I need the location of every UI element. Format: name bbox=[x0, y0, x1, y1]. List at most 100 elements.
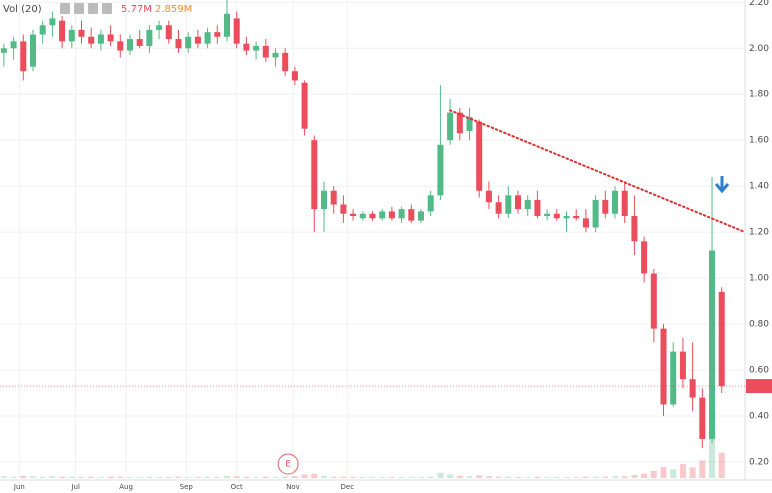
candle-body bbox=[524, 199, 531, 210]
candle-body bbox=[350, 213, 357, 217]
candle-body bbox=[515, 195, 522, 210]
candle-body bbox=[495, 202, 502, 214]
candle-body bbox=[272, 52, 279, 58]
volume-bar bbox=[126, 477, 133, 478]
volume-bar bbox=[20, 475, 27, 478]
volume-bar bbox=[49, 476, 56, 478]
candle-body bbox=[563, 216, 570, 219]
volume-bar bbox=[466, 476, 473, 478]
candle-body bbox=[29, 34, 36, 67]
button[interactable] bbox=[88, 3, 98, 14]
y-tick-label: 1.20 bbox=[749, 228, 769, 238]
candle-body bbox=[650, 273, 657, 329]
volume-bar bbox=[359, 477, 366, 478]
candle-body bbox=[78, 29, 85, 37]
volume-bar bbox=[272, 477, 279, 478]
y-tick-label: 2.20 bbox=[749, 0, 769, 8]
candle-body bbox=[437, 144, 444, 196]
y-tick-label: 1.80 bbox=[749, 90, 769, 100]
candle-body bbox=[291, 71, 298, 81]
volume-bar bbox=[165, 477, 172, 478]
volume-bar bbox=[621, 476, 628, 478]
candles bbox=[0, 0, 725, 449]
candle-body bbox=[582, 218, 589, 228]
candle-body bbox=[311, 140, 318, 210]
volume-bar bbox=[553, 477, 560, 478]
candle-body bbox=[631, 216, 638, 242]
x-tick-label: Sep bbox=[180, 483, 194, 491]
candle-body bbox=[476, 121, 483, 191]
volume-bar bbox=[282, 476, 289, 478]
volume-bar bbox=[107, 476, 114, 478]
button[interactable] bbox=[102, 3, 112, 14]
volume-bar bbox=[573, 477, 580, 478]
candle-body bbox=[612, 190, 619, 214]
volume-bar bbox=[582, 476, 589, 478]
volume-bar bbox=[156, 477, 163, 478]
candle-body bbox=[330, 190, 337, 205]
candle-body bbox=[204, 32, 211, 44]
button[interactable] bbox=[60, 3, 70, 14]
y-tick-label: 0.20 bbox=[749, 457, 769, 467]
x-tick-label: Oct bbox=[231, 483, 243, 491]
candle-body bbox=[97, 34, 104, 44]
x-tick-label: Aug bbox=[119, 483, 133, 491]
volume-bar bbox=[204, 476, 211, 478]
candle-body bbox=[214, 32, 221, 37]
volume-bar bbox=[262, 476, 269, 478]
y-tick-label: 1.00 bbox=[749, 274, 769, 284]
candle-body bbox=[126, 39, 133, 51]
volume-bar bbox=[524, 477, 531, 478]
volume-bar bbox=[330, 476, 337, 478]
volume-bar bbox=[340, 476, 347, 478]
volume-bar bbox=[495, 476, 502, 478]
volume-bar bbox=[718, 452, 725, 478]
candle-body bbox=[602, 199, 609, 214]
volume-bar bbox=[631, 474, 638, 478]
volume-bar bbox=[650, 471, 657, 478]
candle-body bbox=[689, 379, 696, 398]
candle-body bbox=[233, 18, 240, 44]
candle-body bbox=[49, 18, 56, 26]
candle-body bbox=[466, 117, 473, 131]
arrow-icon bbox=[714, 176, 730, 194]
volume-bar bbox=[117, 476, 124, 478]
candle-body bbox=[185, 36, 192, 49]
volume-bar bbox=[320, 475, 328, 478]
candle-body bbox=[505, 195, 512, 214]
candle-body bbox=[20, 41, 27, 72]
volume-bar bbox=[29, 476, 36, 478]
legend-buttons[interactable] bbox=[60, 3, 112, 14]
volume-bar bbox=[185, 477, 192, 478]
candle-body bbox=[39, 25, 46, 35]
volume-bar bbox=[97, 477, 104, 478]
volume-bar bbox=[679, 464, 686, 478]
volume-bar bbox=[641, 473, 648, 478]
candle-body bbox=[369, 213, 376, 219]
candle-body bbox=[388, 211, 395, 219]
volume-bar bbox=[388, 477, 395, 478]
candle-body bbox=[660, 328, 667, 405]
volume-bar bbox=[369, 477, 376, 478]
last-price-box bbox=[746, 379, 772, 394]
candle-body bbox=[573, 216, 580, 219]
candle-body bbox=[670, 351, 677, 405]
candle-body bbox=[59, 20, 66, 42]
candle-body bbox=[175, 39, 182, 49]
button[interactable] bbox=[74, 3, 84, 14]
y-tick-label: 2.00 bbox=[749, 44, 769, 54]
volume-bar bbox=[398, 477, 405, 478]
x-tick-label: Jul bbox=[70, 483, 80, 491]
candle-body bbox=[194, 36, 201, 44]
candle-body bbox=[165, 25, 172, 40]
overlay: E bbox=[0, 109, 772, 475]
volume-bar bbox=[592, 476, 599, 478]
volume-bar bbox=[88, 476, 95, 478]
volume-bar bbox=[485, 476, 492, 478]
y-tick-label: 1.40 bbox=[749, 182, 769, 192]
legend-volume: 5.77M bbox=[121, 4, 152, 15]
candle-body bbox=[709, 250, 716, 439]
candle-body bbox=[68, 29, 75, 42]
candle-body bbox=[417, 211, 425, 221]
